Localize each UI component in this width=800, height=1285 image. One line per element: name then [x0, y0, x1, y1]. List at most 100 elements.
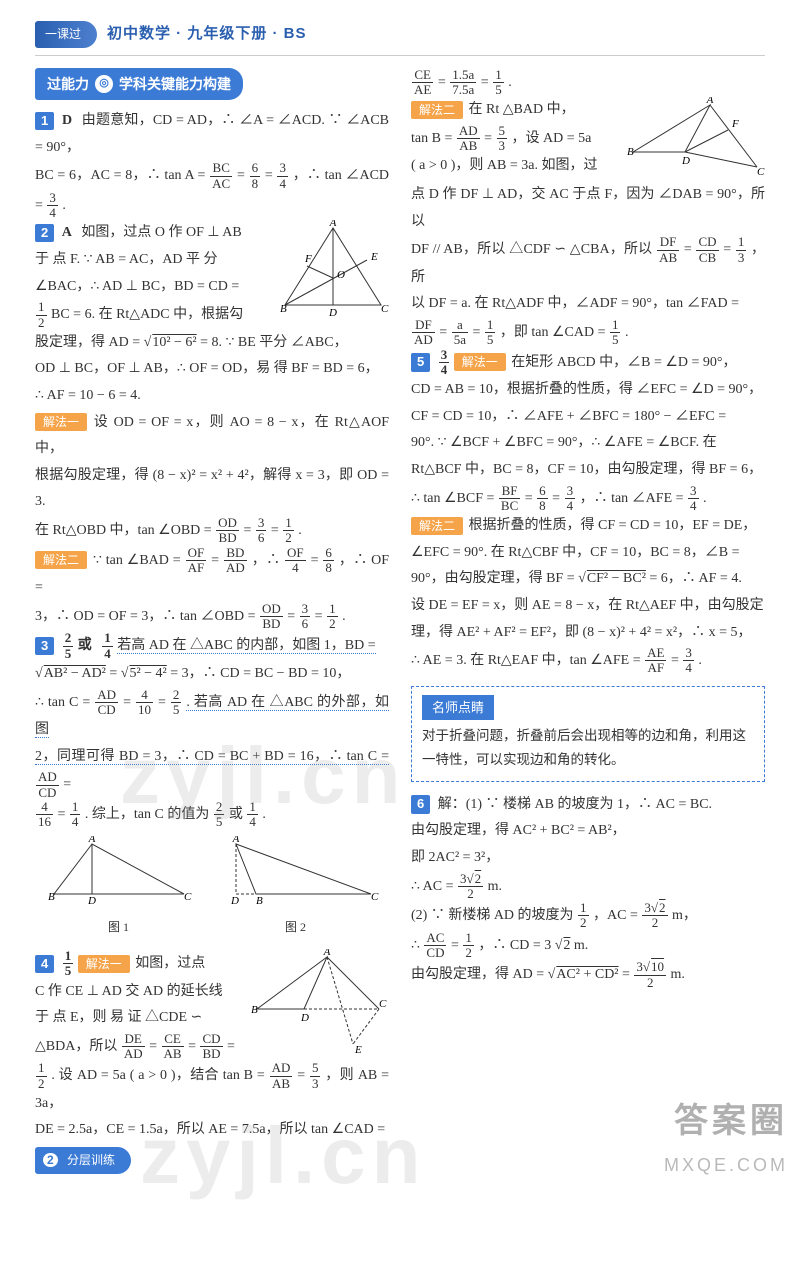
q2-m2-l1: 解法二 ∵ tan ∠BAD = OFAF = BDAD ，∴ OF4 = 68… [35, 546, 389, 602]
q6-l2: 由勾股定理，得 AC² + BC² = AB²， [411, 818, 765, 845]
r-top: CEAE = 1.5a7.5a = 15 . [411, 68, 765, 98]
tip-body: 对于折叠问题，折叠前后会出现相等的边和角，利用这一特性，可以实现边和角的转化。 [422, 724, 754, 773]
right-column: CEAE = 1.5a7.5a = 15 . 解法二 在 Rt △BAD 中， … [411, 68, 765, 1145]
q6-l6: ∴ ACCD = 12 ，∴ CD = 3 √2 m. [411, 931, 765, 961]
q5-m2-l3: 90°，由勾股定理，得 BF = √CF² − BC² = 6，∴ AF = 4… [411, 566, 765, 593]
svg-text:C: C [381, 303, 389, 315]
q2-l4: 12 BC = 6. 在 Rt△ADC 中，根据勾 [35, 300, 269, 330]
q1-number: 1 [35, 112, 54, 130]
target-icon: ◎ [95, 75, 113, 93]
q5-l6: ∴ tan ∠BCF = BFBC = 68 = 34 ，∴ tan ∠AFE … [411, 484, 765, 514]
right-m2-block: 解法二 在 Rt △BAD 中， tan B = ADAB = 53 ，设 AD… [411, 97, 765, 182]
q2-m1-l1: 解法一 设 OD = OF = x，则 AO = 8 − x，在 Rt△AOF … [35, 410, 389, 463]
svg-text:C: C [184, 891, 192, 903]
svg-text:B: B [627, 146, 634, 158]
q2-l6: OD ⊥ BC，OF ⊥ AB，∴ OF = OD，易 得 BF = BD = … [35, 356, 389, 383]
rm2-l7: DFAD = a5a = 15 ，即 tan ∠CAD = 15 . [411, 318, 765, 348]
q3-l3: ∴ tan C = ADCD = 410 = 25 . 若高 AD 在 △ABC… [35, 688, 389, 744]
q3-fig2: A B D C 图 2 [211, 836, 381, 939]
svg-text:D: D [300, 1012, 309, 1024]
q5-m2-l2: ∠EFC = 90°. 在 Rt△CBF 中，CF = 10，BC = 8，∠B… [411, 540, 765, 567]
q2-m1-l3: 在 Rt△OBD 中，tan ∠OBD = ODBD = 36 = 12 . [35, 516, 389, 546]
q6-l5: (2) ∵ 新楼梯 AD 的坡度为 12 ，AC = 3√22 m， [411, 901, 765, 931]
q3-l2: √AB² − AD² = √5² − 4² = 3，∴ CD = BC − BD… [35, 661, 389, 688]
q4-diagram: A B D C E [249, 949, 389, 1059]
q2-block: 2 A 如图，过点 O 作 OF ⊥ AB 于 点 F. ∵ AB = AC，A… [35, 220, 389, 329]
rm2-l6: 以 DF = a. 在 Rt△ADF 中，∠ADF = 90°，tan ∠FAD… [411, 291, 765, 318]
svg-text:F: F [731, 118, 739, 130]
q5-l5: Rt△BCF 中，BC = 8，CF = 10，由勾股定理，得 BF = 6， [411, 457, 765, 484]
svg-text:O: O [337, 269, 345, 281]
svg-text:B: B [280, 303, 287, 315]
ability-banner: 过能力 ◎ 学科关键能力构建 [35, 68, 243, 101]
svg-text:B: B [256, 895, 263, 906]
q6-l7: 由勾股定理，得 AD = √AC² + CD² = 3√102 m. [411, 960, 765, 990]
q2-l5: 股定理，得 AD = √10² − 6² = 8. ∵ BE 平分 ∠ABC， [35, 330, 389, 357]
header-title: 初中数学 · 九年级下册 · BS [107, 20, 307, 49]
q5-l1: 5 34 解法一 在矩形 ABCD 中，∠B = ∠D = 90°， [411, 348, 765, 378]
svg-text:C: C [379, 998, 387, 1010]
rm2-l4: 点 D 作 DF ⊥ AD，交 AC 于点 F，因为 ∠DAB = 90°，所以 [411, 182, 765, 235]
q2-l7: ∴ AF = 10 − 6 = 4. [35, 383, 389, 410]
q6-l1: 6 解：(1) ∵ 楼梯 AB 的坡度为 1，∴ AC = BC. [411, 792, 765, 819]
q2-l3: ∠BAC，∴ AD ⊥ BC，BD = CD = [35, 274, 269, 301]
q3-l1: 3 25 或 14 若高 AD 在 △ABC 的内部，如图 1，BD = [35, 631, 389, 661]
svg-text:B: B [251, 1004, 258, 1016]
svg-text:D: D [87, 895, 96, 906]
svg-text:A: A [231, 836, 239, 845]
tip-box: 名师点睛 对于折叠问题，折叠前后会出现相等的边和角，利用这一特性，可以实现边和角… [411, 686, 765, 782]
q3-l5: 416 = 14 . 综上，tan C 的值为 25 或 14 . [35, 800, 389, 830]
q4-l2: C 作 CE ⊥ AD 交 AD 的延长线 [35, 979, 243, 1006]
footer-label: 分层训练 [67, 1153, 115, 1167]
right-m2-diagram: A B D C F [625, 97, 765, 182]
svg-text:C: C [757, 166, 765, 178]
svg-text:A: A [329, 220, 337, 229]
banner-right: 学科关键能力构建 [119, 71, 231, 98]
page-number: 2 [43, 1153, 58, 1167]
q1-answer: D [62, 113, 72, 128]
q4-l5: 12 . 设 AD = 5a ( a > 0 )，结合 tan B = ADAB… [35, 1061, 389, 1117]
q5-l4: 90°. ∵ ∠BCF + ∠BFC = 90°，∴ ∠AFE = ∠BCF. … [411, 430, 765, 457]
q1-text1: 由题意知，CD = AD，∴ ∠A = ∠ACD. ∵ ∠ACB = 90°， [35, 113, 389, 155]
svg-text:F: F [304, 253, 312, 265]
q4-l6: DE = 2.5a，CE = 1.5a，所以 AE = 7.5a，所以 tan … [35, 1117, 389, 1144]
q5-m2-l1: 解法二 根据折叠的性质，得 CF = CD = 10，EF = DE， [411, 513, 765, 540]
svg-text:D: D [230, 895, 239, 906]
q3-l4: 2，同理可得 BD = 3，∴ CD = BC + BD = 16，∴ tan … [35, 744, 389, 800]
q4-l1: 4 15 解法一 如图，过点 [35, 949, 243, 979]
left-column: 过能力 ◎ 学科关键能力构建 1 D 由题意知，CD = AD，∴ ∠A = ∠… [35, 68, 389, 1145]
header-tab: 一课过 [35, 21, 97, 48]
footer-badge: 2 分层训练 [35, 1147, 131, 1174]
q4-l4: △BDA，所以 DEAD = CEAB = CDBD = [35, 1032, 243, 1062]
svg-text:C: C [371, 891, 379, 903]
svg-text:B: B [48, 891, 55, 903]
q3-figures: A B D C 图 1 A B D C [35, 836, 389, 939]
q5-l3: CF = CD = 10，∴ ∠AFE + ∠BFC = 180° − ∠EFC… [411, 404, 765, 431]
q1-line2: BC = 6，AC = 8，∴ tan A = BCAC = 68 = 34 ，… [35, 161, 389, 220]
q6-l3: 即 2AC² = 3²， [411, 845, 765, 872]
q3-fig1: A B D C 图 1 [44, 836, 194, 939]
svg-text:A: A [87, 836, 95, 845]
page: 一课过 初中数学 · 九年级下册 · BS 过能力 ◎ 学科关键能力构建 1 D… [0, 0, 800, 1194]
q2-l1: 2 A 如图，过点 O 作 OF ⊥ AB [35, 220, 269, 247]
rm2-l3: ( a > 0 )，则 AB = 3a. 如图，过 [411, 153, 619, 180]
q3-fig2-svg: A B D C [211, 836, 381, 906]
q6-l4: ∴ AC = 3√22 m. [411, 872, 765, 902]
q5-m2-l5: 理，得 AE² + AF² = EF²，即 (8 − x)² + 4² = x²… [411, 620, 765, 647]
svg-text:A: A [323, 949, 331, 958]
rm2-l1: 解法二 在 Rt △BAD 中， [411, 97, 619, 124]
svg-text:E: E [370, 251, 378, 263]
q4-block: 4 15 解法一 如图，过点 C 作 CE ⊥ AD 交 AD 的延长线 于 点… [35, 949, 389, 1061]
q2-m2-l2: 3，∴ OD = OF = 3，∴ tan ∠OBD = ODBD = 36 =… [35, 602, 389, 632]
q5-m2-l6: ∴ AE = 3. 在 Rt△EAF 中，tan ∠AFE = AEAF = 3… [411, 646, 765, 676]
q2-l2: 于 点 F. ∵ AB = AC，AD 平 分 [35, 247, 269, 274]
q4-l3: 于 点 E，则 易 证 △CDE ∽ [35, 1005, 243, 1032]
tip-title: 名师点睛 [422, 695, 494, 720]
q1-line1: 1 D 由题意知，CD = AD，∴ ∠A = ∠ACD. ∵ ∠ACB = 9… [35, 108, 389, 161]
rm2-l2: tan B = ADAB = 53 ，设 AD = 5a [411, 124, 619, 154]
q5-l2: CD = AB = 10，根据折叠的性质，得 ∠EFC = ∠D = 90°， [411, 377, 765, 404]
q2-m1-l2: 根据勾股定理，得 (8 − x)² = x² + 4²，解得 x = 3，即 O… [35, 463, 389, 516]
page-header: 一课过 初中数学 · 九年级下册 · BS [35, 20, 765, 56]
q5-m2-l4: 设 DE = EF = x，则 AE = 8 − x，在 Rt△AEF 中，由勾… [411, 593, 765, 620]
q3-fig1-svg: A B D C [44, 836, 194, 906]
